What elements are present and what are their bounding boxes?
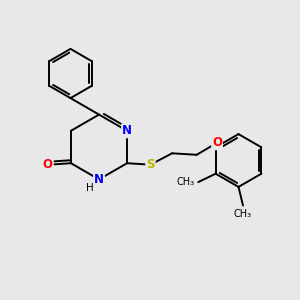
Text: S: S xyxy=(146,158,155,171)
Text: CH₃: CH₃ xyxy=(176,177,195,187)
Text: CH₃: CH₃ xyxy=(234,209,252,219)
Text: O: O xyxy=(43,158,53,171)
Text: H: H xyxy=(86,183,94,193)
Text: N: N xyxy=(94,173,104,186)
Text: N: N xyxy=(122,124,132,137)
Text: O: O xyxy=(212,136,222,149)
